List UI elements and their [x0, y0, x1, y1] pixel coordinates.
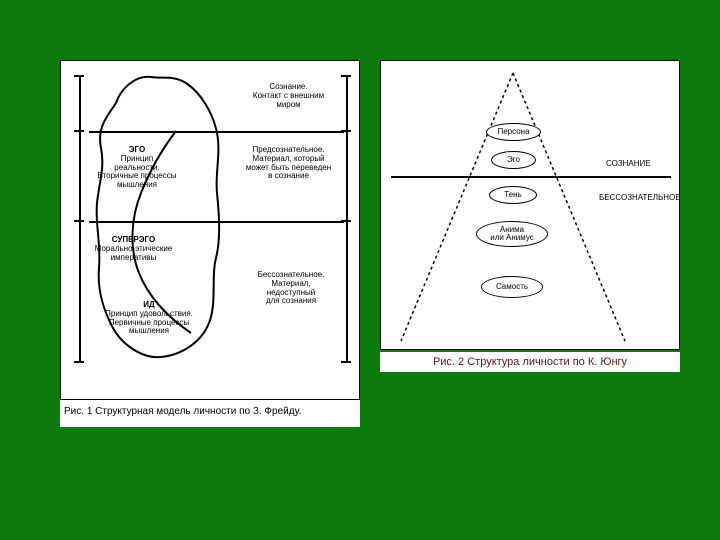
freud-diagram-panel: Сознание.Контакт с внешниммиром ЭГО Прин… — [60, 60, 360, 400]
jung-node-persona: Персона — [486, 123, 541, 141]
jung-node-ego: Эго — [491, 151, 536, 169]
freud-preconscious-block: Предсознательное. Материал, которыйможет… — [236, 146, 341, 181]
jung-diagram-panel: СОЗНАНИЕ БЕССОЗНАТЕЛЬНОЕ Персона Эго Тен… — [380, 60, 680, 350]
jung-unconscious-label: БЕССОЗНАТЕЛЬНОЕ — [599, 193, 681, 202]
jung-caption: Рис. 2 Структура личности по К. Юнгу — [380, 352, 680, 372]
freud-ego-title: ЭГО — [129, 145, 145, 154]
freud-superego-text: Морально-этическиеимперативы — [95, 244, 173, 262]
freud-ego-text: Принцип реальности.Вторичные процессымыш… — [98, 154, 177, 189]
freud-precon-text: Материал, которыйможет быть переведенв с… — [246, 154, 331, 181]
freud-superego-title: СУПЕРЭГО — [112, 235, 155, 244]
jung-diagram: СОЗНАНИЕ БЕССОЗНАТЕЛЬНОЕ Персона Эго Тен… — [381, 61, 679, 349]
jung-consciousness-line — [391, 176, 671, 178]
freud-id-block: ИД Принцип удовольствия.Первичные процес… — [99, 301, 199, 336]
freud-bracket-right — [346, 75, 348, 363]
jung-node-self: Самость — [481, 276, 543, 298]
jung-triangle — [381, 61, 681, 351]
freud-bracket-left — [79, 75, 81, 363]
freud-divider-2 — [89, 221, 344, 223]
freud-uncon-text: Материал,недоступныйдля сознания — [266, 279, 316, 306]
freud-superego-block: СУПЕРЭГО Морально-этическиеимперативы — [91, 236, 176, 262]
freud-unconscious-block: Бессознательное. Материал,недоступныйдля… — [241, 271, 341, 306]
freud-id-text: Принцип удовольствия.Первичные процессым… — [105, 309, 193, 336]
freud-diagram: Сознание.Контакт с внешниммиром ЭГО Прин… — [61, 61, 359, 399]
jung-node-shadow: Тень — [489, 186, 537, 204]
freud-divider-1 — [89, 131, 344, 133]
freud-uncon-title: Бессознательное. — [258, 270, 325, 279]
jung-node-anima: Анимаили Анимус — [476, 221, 548, 247]
freud-precon-title: Предсознательное. — [252, 145, 324, 154]
freud-conscious-label: Сознание.Контакт с внешниммиром — [241, 83, 336, 109]
freud-id-title: ИД — [143, 300, 154, 309]
freud-caption: Рис. 1 Структурная модель личности по З.… — [60, 400, 360, 427]
jung-conscious-label: СОЗНАНИЕ — [606, 159, 651, 168]
freud-ego-block: ЭГО Принцип реальности.Вторичные процесс… — [97, 146, 177, 190]
